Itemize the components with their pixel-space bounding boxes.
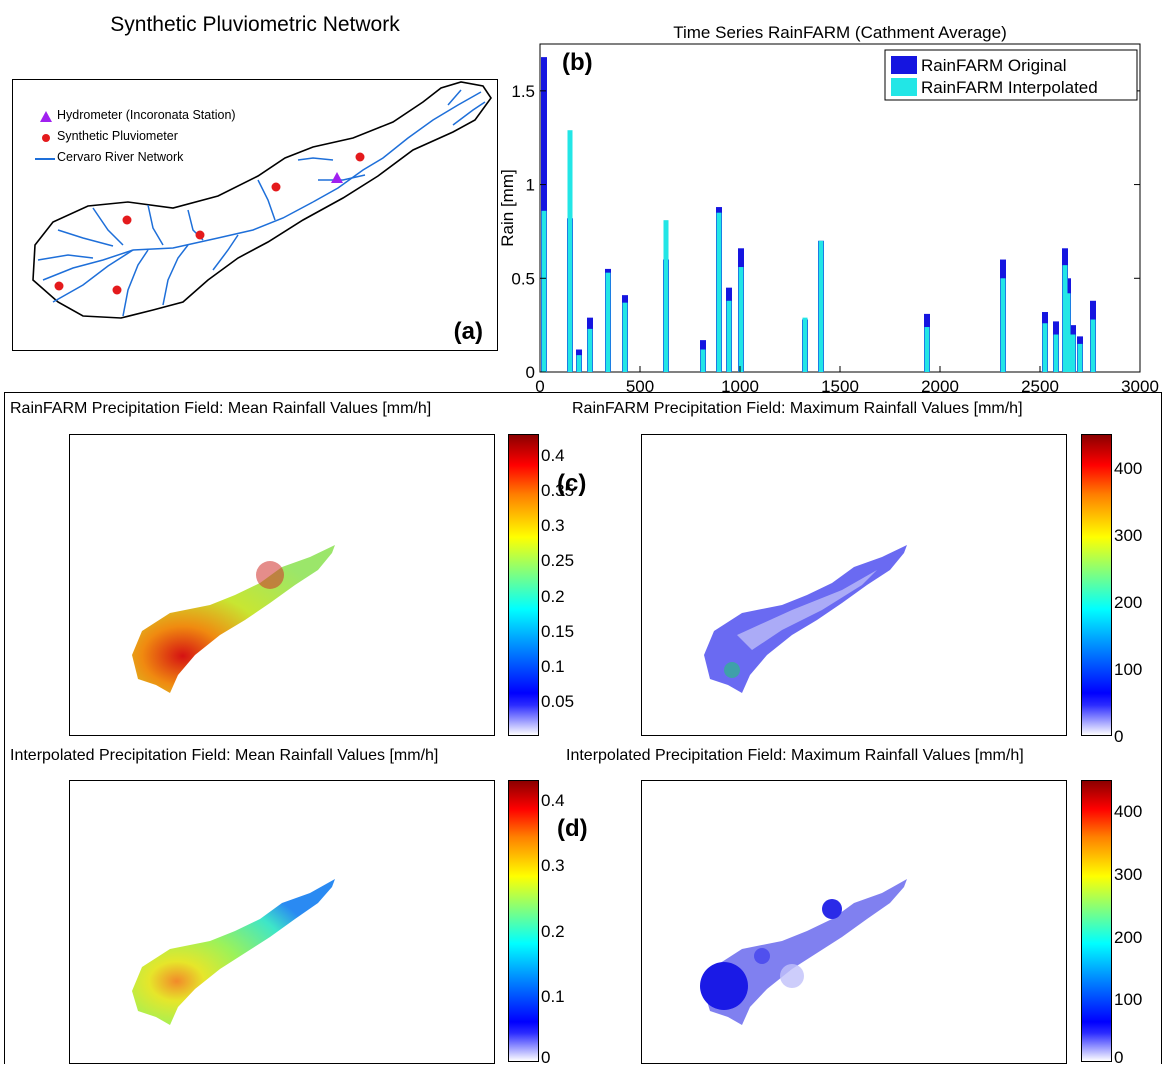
colorbar-c-max	[1081, 434, 1112, 736]
colorbar-tick-label: 200	[1114, 927, 1143, 947]
colorbar-tick-label: 0	[1114, 1048, 1124, 1067]
legend-label: RainFARM Original	[921, 56, 1067, 75]
colorbar-tick-label: 0.25	[541, 551, 575, 571]
bar-interpolated	[1062, 265, 1068, 372]
x-axis-label: Time (h)	[809, 390, 872, 392]
bar-interpolated	[605, 272, 611, 372]
colorbar-tick-label: 400	[1114, 802, 1143, 822]
colorbar-tick-label: 0.2	[541, 586, 565, 606]
panel-b-label: (b)	[562, 49, 593, 76]
field-shape-c-mean	[132, 545, 335, 693]
bar-interpolated	[1077, 343, 1083, 372]
colorbar-tick-label: 0.3	[541, 516, 565, 536]
bar-interpolated	[587, 328, 593, 372]
y-tick-label: 1	[526, 176, 535, 195]
x-tick-label: 3000	[1121, 377, 1159, 392]
y-tick-label: 0	[526, 363, 535, 382]
bar-interpolated	[1065, 293, 1071, 372]
bar-interpolated	[663, 220, 669, 372]
y-tick-label: 0.5	[511, 269, 535, 288]
colorbar-tick-label: 0	[541, 1048, 551, 1067]
panel-c-label: (c)	[557, 470, 587, 497]
bar-interpolated	[1053, 334, 1059, 372]
bar-interpolated	[738, 267, 744, 372]
legend-label: RainFARM Interpolated	[921, 78, 1098, 97]
bar-interpolated	[1090, 319, 1096, 372]
field-shape-d-mean	[132, 879, 335, 1025]
bar-interpolated	[726, 300, 732, 372]
colorbar-tick-label: 0.4	[541, 446, 565, 466]
colorbar-tick-label: 0.4	[541, 790, 565, 810]
field-title-d-mean: Interpolated Precipitation Field: Mean R…	[10, 747, 439, 764]
legend-dot-icon	[42, 134, 50, 142]
bar-interpolated	[576, 355, 582, 372]
bar-interpolated	[716, 212, 722, 372]
field-map-c-mean	[69, 434, 495, 736]
bar-interpolated	[924, 327, 930, 372]
bar-interpolated	[1000, 278, 1006, 372]
bar-interpolated	[1042, 323, 1048, 372]
colorbar-tick-label: 0.2	[541, 921, 565, 941]
x-tick-label: 2000	[921, 377, 959, 392]
chart-b-legend	[884, 49, 1138, 101]
legend-river-label: Cervaro River Network	[57, 150, 184, 164]
field-map-d-mean	[69, 780, 495, 1064]
precipitation-fields-frame	[4, 392, 1162, 1064]
panel-a-title: Synthetic Pluviometric Network	[110, 13, 400, 36]
x-tick-label: 1000	[721, 377, 759, 392]
colorbar-tick-label: 0	[1114, 727, 1124, 746]
colorbar-tick-label: 400	[1114, 458, 1143, 478]
field-title-c-mean: RainFARM Precipitation Field: Mean Rainf…	[10, 400, 432, 417]
x-tick-label: 500	[626, 377, 654, 392]
chart-b-title: Time Series RainFARM (Cathment Average)	[673, 23, 1007, 42]
colorbar-tick-label: 100	[1114, 990, 1143, 1010]
colorbar-tick-label: 0.05	[541, 691, 575, 711]
x-tick-label: 2500	[1021, 377, 1059, 392]
bar-interpolated	[541, 210, 547, 372]
rainfarm-time-series-chart: Time Series RainFARM (Cathment Average) 0…	[498, 23, 1159, 392]
cervaro-river-network	[37, 89, 486, 317]
y-tick-label: 1.5	[511, 82, 535, 101]
field-shape-c-max	[704, 545, 907, 693]
y-axis-label: Rain [mm]	[498, 169, 517, 246]
field-map-d-max	[641, 780, 1067, 1064]
colorbar-tick-label: 0.15	[541, 621, 575, 641]
panel-a-label: (a)	[453, 318, 483, 345]
colorbar-d-max	[1081, 780, 1112, 1062]
catchment-network-map: Hydrometer (Incoronata Station) Syntheti…	[12, 79, 498, 351]
legend-pluviometer-label: Synthetic Pluviometer	[57, 129, 178, 143]
colorbar-tick-label: 300	[1114, 865, 1143, 884]
catchment-boundary	[32, 81, 492, 319]
colorbar-tick-label: 0.1	[541, 656, 565, 676]
colorbar-tick-label: 0.3	[541, 856, 565, 876]
colorbar-tick-label: 0.35	[541, 481, 575, 501]
x-tick-label: 1500	[821, 377, 859, 392]
hydrometer-marker	[331, 172, 343, 183]
colorbar-tick-label: 300	[1114, 525, 1143, 545]
bar-interpolated	[1070, 334, 1076, 372]
synthetic-pluviometers	[54, 152, 365, 295]
legend-hydrometer-label: Hydrometer (Incoronata Station)	[57, 108, 236, 122]
colorbar-tick-label: 200	[1114, 592, 1143, 612]
field-map-c-max	[641, 434, 1067, 736]
bar-interpolated	[802, 317, 808, 372]
bar-interpolated	[818, 240, 824, 372]
colorbar-c-mean	[508, 434, 539, 736]
bar-interpolated	[567, 130, 573, 372]
legend-triangle-icon	[40, 111, 52, 122]
x-tick-label: 0	[535, 377, 544, 392]
panel-d-label: (d)	[557, 815, 588, 842]
catchment-map-svg	[32, 81, 492, 319]
legend-swatch	[891, 56, 917, 74]
field-shape-d-max	[700, 879, 907, 1025]
field-title-c-max: RainFARM Precipitation Field: Maximum Ra…	[572, 400, 1023, 417]
colorbar-tick-label: 0.1	[541, 987, 565, 1007]
colorbar-tick-label: 100	[1114, 659, 1143, 679]
bar-interpolated	[700, 349, 706, 372]
bar-interpolated	[622, 302, 628, 372]
colorbar-d-mean	[508, 780, 539, 1062]
field-title-d-max: Interpolated Precipitation Field: Maximu…	[566, 747, 1024, 764]
legend-swatch	[891, 78, 917, 96]
